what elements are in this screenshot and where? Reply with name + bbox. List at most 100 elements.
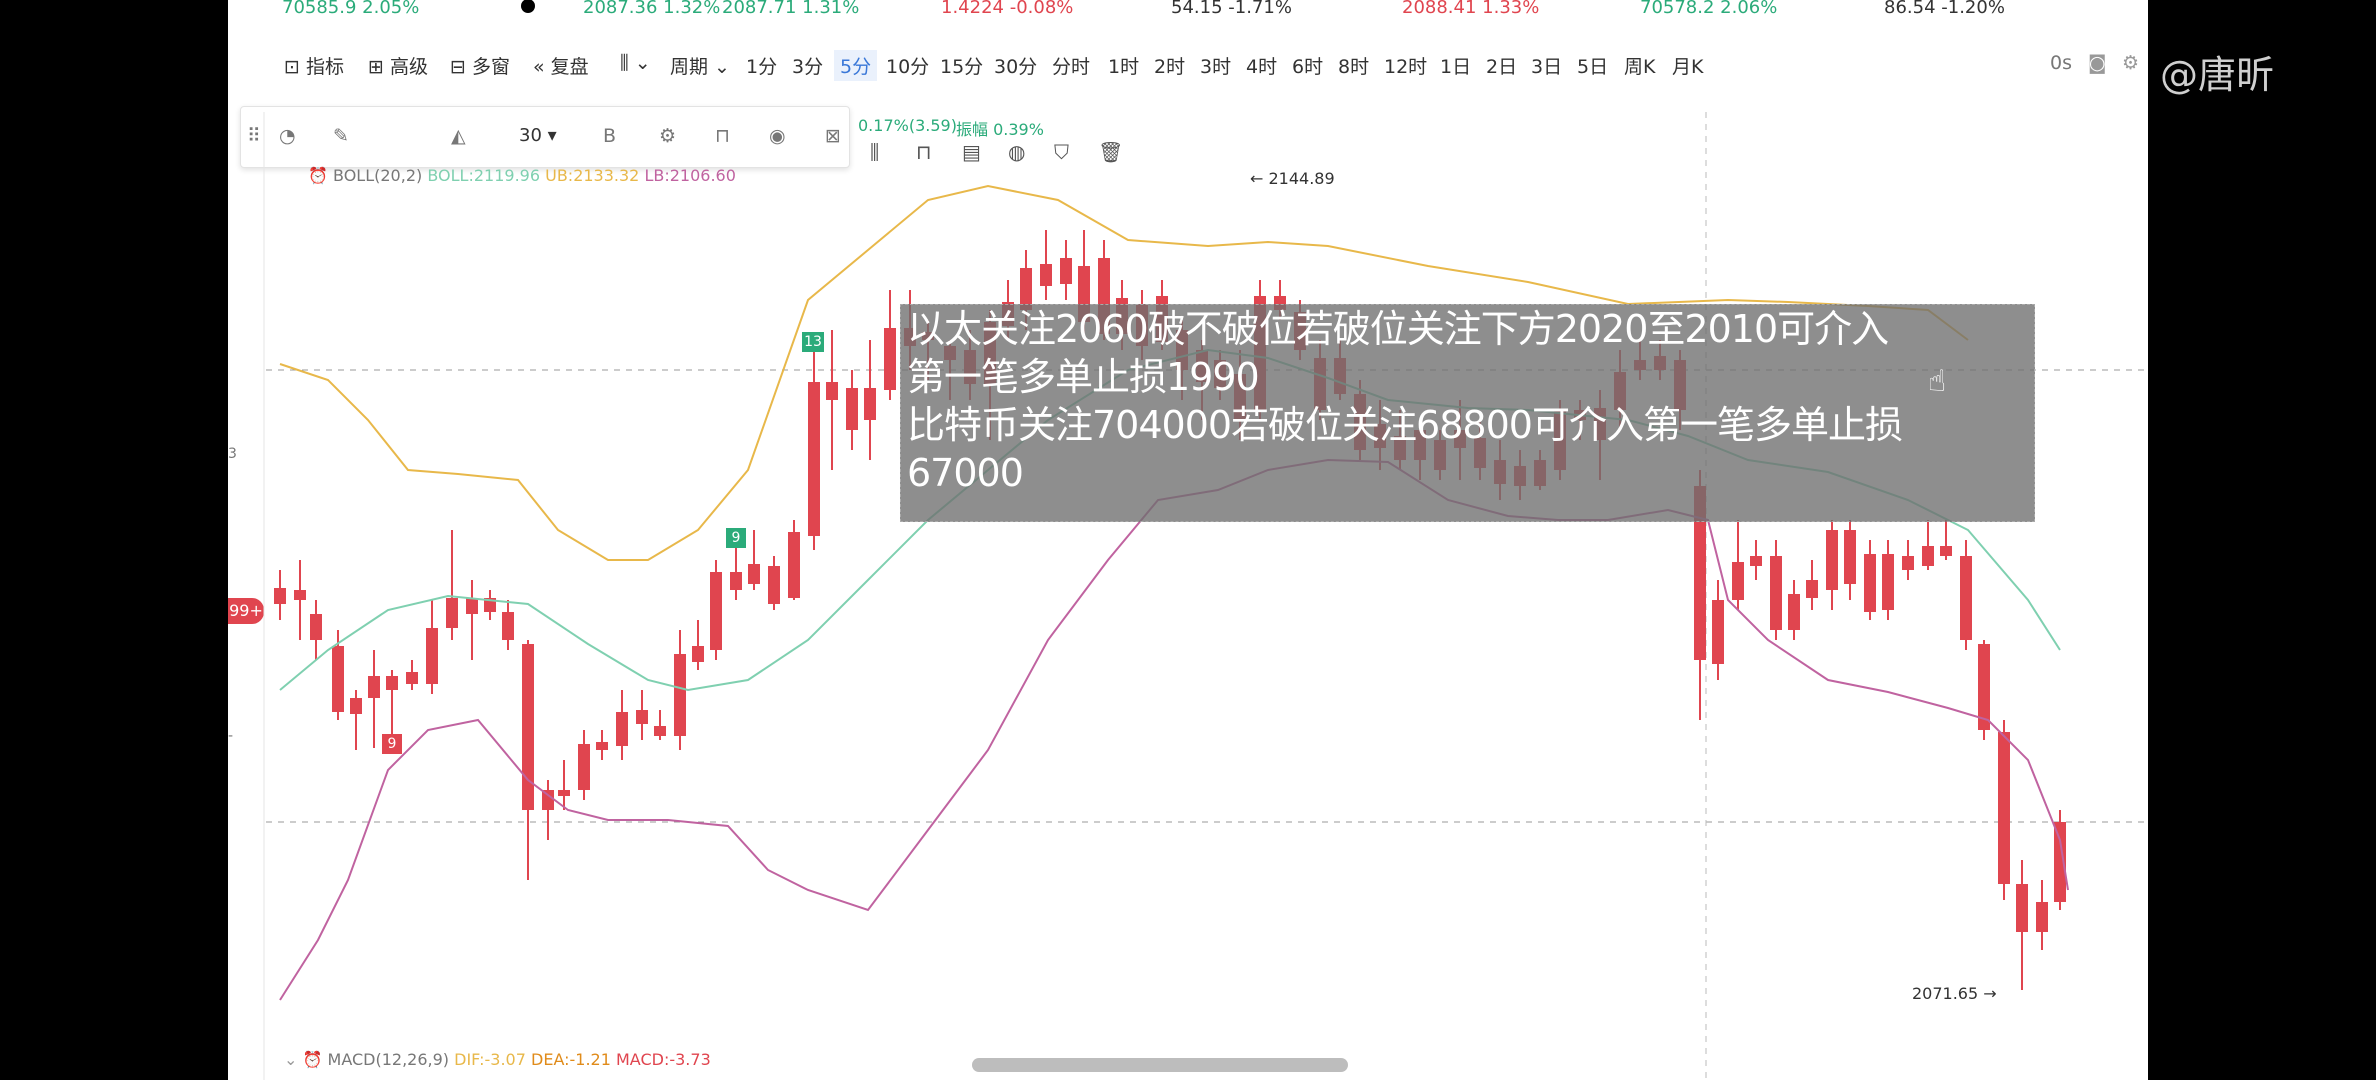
replay-button[interactable]: « 复盘	[533, 56, 589, 78]
multi-window-button[interactable]: ⊟ 多窗	[450, 56, 510, 78]
ticker-2[interactable]: 2087.71 1.31%	[722, 0, 860, 18]
annotation-line: 第一笔多单止损1990	[907, 355, 1260, 399]
candle-icon[interactable]: ⫼	[870, 140, 880, 164]
eye-icon[interactable]: ◉	[769, 125, 786, 147]
notification-badge[interactable]: 99+	[228, 598, 264, 624]
candle-body	[1864, 554, 1876, 612]
trading-screen: 70585.9 2.05% 2087.36 1.32% 2087.71 1.31…	[228, 0, 2148, 1080]
collapse-icon[interactable]: ⌄	[284, 1050, 298, 1069]
tf-6h[interactable]: 6时	[1292, 56, 1324, 78]
macd-legend: ⌄ ⏰ MACD(12,26,9) DIF:-3.07 DEA:-1.21 MA…	[284, 1050, 711, 1069]
candle-body	[1750, 556, 1762, 566]
candle-body	[578, 744, 590, 790]
tf-5m[interactable]: 5分	[834, 50, 878, 81]
fill-icon[interactable]: ◭	[451, 125, 466, 147]
note-icon[interactable]: ▤	[962, 140, 981, 164]
annotation-line: 67000	[907, 451, 1024, 495]
edit-style-icon[interactable]: ✎	[333, 125, 349, 147]
ticker-icon	[518, 0, 538, 25]
tf-3m[interactable]: 3分	[792, 56, 824, 78]
tf-3h[interactable]: 3时	[1200, 56, 1232, 78]
candle-body	[1806, 580, 1818, 598]
tf-1h[interactable]: 1时	[1108, 56, 1140, 78]
candle-body	[596, 742, 608, 750]
tf-week[interactable]: 周K	[1624, 56, 1656, 78]
tf-5d[interactable]: 5日	[1577, 56, 1609, 78]
candlestick-chart[interactable]	[228, 0, 2148, 1080]
candle-body	[542, 790, 554, 810]
candle-body	[654, 726, 666, 736]
tf-4h[interactable]: 4时	[1246, 56, 1278, 78]
candle-body	[884, 328, 896, 390]
amplitude-label: 振幅 0.39%	[956, 120, 1044, 139]
watermark: @唐昕	[2160, 53, 2275, 97]
candle-body	[1060, 258, 1072, 284]
high-price-label: ← 2144.89	[1250, 169, 1335, 188]
tf-1d[interactable]: 1日	[1440, 56, 1472, 78]
candle-body	[2036, 902, 2048, 932]
candle-body	[846, 388, 858, 430]
tf-timeshare[interactable]: 分时	[1052, 56, 1091, 78]
lock-icon[interactable]: ⊓	[916, 140, 932, 164]
ticker-3[interactable]: 1.4224 -0.08%	[941, 0, 1074, 18]
delete-icon[interactable]: ⊠	[825, 125, 841, 147]
camera-icon[interactable]: ◙	[2088, 52, 2107, 74]
candle-body	[310, 614, 322, 640]
drag-handle-icon[interactable]: ⠿	[247, 125, 261, 147]
ticker-5[interactable]: 2088.41 1.33%	[1402, 0, 1540, 18]
tf-month[interactable]: 月K	[1672, 56, 1704, 78]
advanced-button[interactable]: ⊞ 高级	[368, 56, 428, 78]
tf-2h[interactable]: 2时	[1154, 56, 1186, 78]
candle-body	[788, 532, 800, 598]
axis-mark: -	[228, 728, 234, 744]
magnet-icon[interactable]: ◍	[1008, 140, 1026, 164]
candle-body	[558, 790, 570, 796]
candle-body	[864, 388, 876, 420]
candle-body	[386, 676, 398, 690]
signal-marker[interactable]: 13	[802, 332, 824, 352]
candle-body	[1694, 486, 1706, 660]
template-icon[interactable]: ◔	[279, 125, 296, 147]
annotation-line: 比特币关注704000若破位关注68800可介入第一笔多单止损	[907, 403, 1903, 447]
bold-button[interactable]: B	[603, 125, 617, 147]
alarm-icon[interactable]: ⏰	[308, 166, 328, 185]
candle-body	[1826, 530, 1838, 590]
font-size-select[interactable]: 30 ▾	[519, 125, 557, 146]
settings-icon[interactable]: ⚙	[659, 125, 677, 147]
axis-mark: 3	[228, 446, 237, 462]
ticker-4[interactable]: 54.15 -1.71%	[1171, 0, 1292, 18]
candle-body	[1978, 644, 1990, 730]
indicator-button[interactable]: ⊡ 指标	[284, 56, 344, 78]
period-toolbar: ⊡ 指标 ⊞ 高级 ⊟ 多窗 « 复盘 ⫼ ⌄ 周期 ⌄ 1分 3分 5分 10…	[228, 24, 2148, 81]
ticker-7[interactable]: 86.54 -1.20%	[1884, 0, 2005, 18]
tf-12h[interactable]: 12时	[1384, 56, 1428, 78]
ticker-1[interactable]: 2087.36 1.32%	[583, 0, 721, 18]
period-dropdown[interactable]: 周期 ⌄	[670, 56, 730, 78]
ticker-6[interactable]: 70578.2 2.06%	[1640, 0, 1778, 18]
candle-type-button[interactable]: ⫼ ⌄	[620, 52, 651, 74]
delete-icon[interactable]: 🗑	[1098, 140, 1124, 164]
lock-icon[interactable]: ⊓	[715, 125, 730, 147]
text-annotation[interactable]: 以太关注2060破不破位若破位关注下方2020至2010可介入 第一笔多单止损1…	[900, 304, 2035, 522]
floating-edit-toolbar: ⠿ ◔ ✎ ◭ 30 ▾ B ⚙ ⊓ ◉ ⊠	[240, 106, 850, 168]
tf-30m[interactable]: 30分	[994, 56, 1038, 78]
alarm-icon[interactable]: ⏰	[302, 1050, 323, 1069]
candle-body	[1712, 600, 1724, 664]
countdown-label: 0s	[2050, 52, 2072, 74]
candle-body	[1960, 556, 1972, 640]
gear-icon[interactable]: ⚙	[2122, 52, 2140, 74]
tf-3d[interactable]: 3日	[1531, 56, 1563, 78]
tf-2d[interactable]: 2日	[1486, 56, 1518, 78]
candle-body	[2016, 884, 2028, 932]
filter-icon[interactable]: ⛉	[1054, 140, 1069, 164]
ticker-0[interactable]: 70585.9 2.05%	[282, 0, 420, 18]
candle-body	[636, 710, 648, 724]
tf-15m[interactable]: 15分	[940, 56, 984, 78]
tf-8h[interactable]: 8时	[1338, 56, 1370, 78]
candle-body	[2054, 822, 2066, 902]
signal-marker[interactable]: 9	[382, 734, 402, 754]
horizontal-scrollbar[interactable]	[972, 1058, 1348, 1072]
signal-marker[interactable]: 9	[726, 528, 746, 548]
tf-1m[interactable]: 1分	[746, 56, 778, 78]
tf-10m[interactable]: 10分	[886, 56, 930, 78]
